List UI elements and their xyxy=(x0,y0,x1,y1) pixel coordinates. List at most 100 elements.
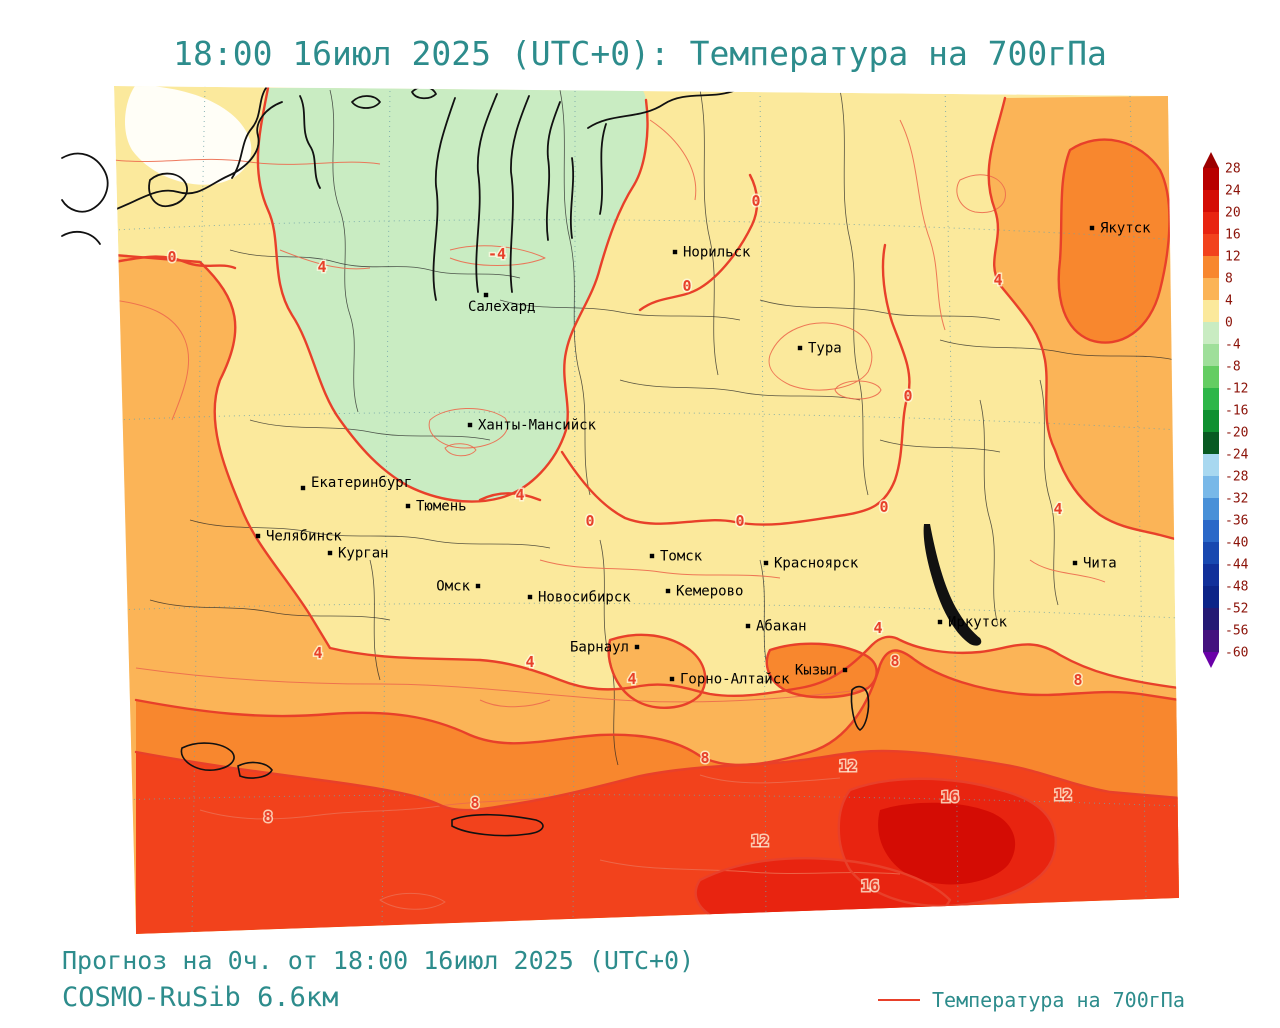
thin-contour xyxy=(768,322,873,391)
lake-baikal xyxy=(923,524,982,646)
admin-border xyxy=(979,399,999,626)
colorbar-segment xyxy=(1203,432,1219,454)
thick-contour xyxy=(256,86,649,503)
colorbar-tick-label: -16 xyxy=(1225,404,1248,419)
coastline xyxy=(351,95,381,109)
thin-contour xyxy=(1029,559,1106,583)
contour-value-label: 0 xyxy=(167,248,176,266)
colorbar-segment xyxy=(1203,586,1219,608)
colorbar-tick-label: -28 xyxy=(1225,470,1248,485)
legend-label: Температура на 700гПа xyxy=(932,988,1185,1012)
colorbar-segment xyxy=(1203,630,1219,652)
colorbar-tick-label: 20 xyxy=(1225,206,1241,221)
city-kyzyl: Кызыл xyxy=(795,663,848,679)
city-marker xyxy=(467,422,473,428)
city-label: Тюмень xyxy=(416,499,467,515)
admin-border xyxy=(699,89,719,376)
coastline xyxy=(231,87,267,179)
colorbar-segment xyxy=(1203,300,1219,322)
colorbar-tick-label: -32 xyxy=(1225,492,1248,507)
contour-value-label: 4 xyxy=(993,271,1002,289)
colorbar-segment xyxy=(1203,212,1219,234)
city-label: Томск xyxy=(660,549,703,565)
city-label: Чита xyxy=(1083,556,1117,572)
graticule xyxy=(381,86,391,934)
city-marker xyxy=(475,583,481,589)
thin-contour xyxy=(649,119,697,201)
thin-contour xyxy=(699,774,841,784)
thick-contour xyxy=(114,255,237,270)
city-marker xyxy=(745,623,751,629)
colorbar-segment xyxy=(1203,344,1219,366)
colorbar-tick-label: 16 xyxy=(1225,228,1241,243)
colorbar-segment xyxy=(1203,454,1219,476)
coastline xyxy=(569,157,575,239)
thick-contour xyxy=(1057,138,1171,344)
contour-value-label: 0 xyxy=(903,387,912,405)
admin-border xyxy=(329,89,359,413)
colorbar-tick-label: -4 xyxy=(1225,338,1241,353)
colorbar-segment xyxy=(1203,190,1219,212)
contour-value-label: 8 xyxy=(890,652,899,670)
city-label: Новосибирск xyxy=(538,590,631,606)
city-gorno-altaysk: Горно-Алтайск xyxy=(669,672,790,688)
city-label: Ханты-Мансийск xyxy=(478,418,597,434)
colorbar-segment xyxy=(1203,234,1219,256)
colorbar-segment xyxy=(1203,520,1219,542)
contour-value-label: 0 xyxy=(585,512,594,530)
thick-contour xyxy=(478,492,542,502)
thick-contour xyxy=(134,649,1179,767)
city-khanty-mansiysk: Ханты-Мансийск xyxy=(467,418,597,434)
thin-contour xyxy=(834,380,882,400)
coastline xyxy=(237,761,273,779)
colorbar-tick-label: -60 xyxy=(1225,646,1248,661)
graticule xyxy=(572,86,576,934)
thick-contour xyxy=(765,642,878,699)
colorbar-segment xyxy=(1203,542,1219,564)
map-title: 18:00 16июл 2025 (UTC+0): Температура на… xyxy=(173,34,1107,73)
colorbar-segment xyxy=(1203,322,1219,344)
city-chelyabinsk: Челябинск xyxy=(255,529,342,545)
colorbar-tick-label: -56 xyxy=(1225,624,1248,639)
admin-border xyxy=(1039,379,1059,606)
thick-contours-layer xyxy=(114,86,1179,934)
thin-contour xyxy=(199,795,561,820)
colorbar-arrow-top xyxy=(1203,152,1219,168)
colorbar-tick-label: -36 xyxy=(1225,514,1248,529)
admin-border xyxy=(559,89,591,496)
city-abakan: Абакан xyxy=(745,619,807,635)
colorbar-tick-label: -44 xyxy=(1225,558,1249,573)
city-marker xyxy=(669,676,675,682)
colorbar-segment xyxy=(1203,410,1219,432)
admin-border xyxy=(939,339,1176,361)
model-caption: COSMO-RuSib 6.6км xyxy=(62,982,339,1013)
colorbar-tick-label: -40 xyxy=(1225,536,1248,551)
admin-border xyxy=(369,559,381,681)
thick-contour xyxy=(837,777,1057,908)
thin-contour xyxy=(899,119,946,331)
city-marker xyxy=(665,588,671,594)
colorbar-segment xyxy=(1203,366,1219,388)
coastline xyxy=(114,101,283,211)
city-irkutsk: Иркутск xyxy=(937,615,1008,631)
colorbar-tick-label: -52 xyxy=(1225,602,1248,617)
temperature-fill xyxy=(878,802,1016,885)
coastline xyxy=(61,152,109,213)
thin-contour xyxy=(135,667,861,703)
thin-contour xyxy=(539,559,781,579)
contour-value-label: 16 xyxy=(941,788,959,806)
colorbar-segment xyxy=(1203,278,1219,300)
colorbar-arrow-bottom xyxy=(1203,652,1219,668)
colorbar-tick-label: -8 xyxy=(1225,360,1241,375)
temperature-fill xyxy=(1058,139,1170,343)
city-tyumen: Тюмень xyxy=(405,499,467,515)
city-label: Кызыл xyxy=(795,663,837,679)
city-label: Челябинск xyxy=(266,529,342,545)
contour-value-label: 4 xyxy=(515,486,524,504)
thin-contour xyxy=(428,408,508,449)
city-marker xyxy=(483,292,489,298)
colorbar-tick-label: 24 xyxy=(1225,184,1241,199)
city-label: Екатеринбург xyxy=(311,475,412,491)
